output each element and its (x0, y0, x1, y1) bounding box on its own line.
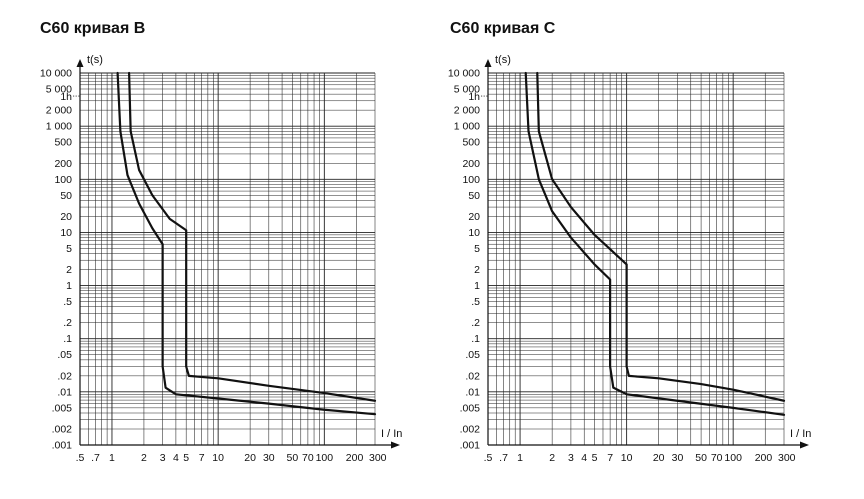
y-tick-label-b-200: 200 (54, 158, 72, 170)
y-tick-label-b-5: 5 (66, 243, 72, 255)
chart-title-c: C60 кривая C (450, 20, 556, 37)
y-tick-label-b-5000: 5 000 (46, 83, 72, 95)
y-tick-label-b-2: 2 (66, 264, 72, 276)
grid-b (79, 72, 376, 446)
y-tick-label-b-10000: 10 000 (40, 68, 72, 80)
y-axis-label-b: t(s) (87, 54, 103, 66)
curve-b-lower (116, 71, 377, 416)
y-tick-label-b-0_2: .2 (63, 317, 72, 329)
y-tick-label-b-0_05: .05 (57, 349, 72, 361)
x-axis-label-b: I / In (381, 428, 402, 440)
curve-b-upper (128, 71, 377, 402)
y-tick-label-b-0_02: .02 (57, 370, 72, 382)
y-tick-label-b-0_002: .002 (52, 424, 73, 436)
y-tick-label-b-0_001: .001 (52, 440, 73, 452)
x-tick-label-b-7: 7 (199, 452, 205, 464)
chart-title-b: C60 кривая B (40, 20, 146, 37)
x-tick-label-b-200: 200 (346, 452, 364, 464)
x-tick-label-b-0_5: .5 (76, 452, 85, 464)
y-tick-label-b-3600: 1h (60, 91, 72, 103)
y-tick-label-b-2000: 2 000 (46, 105, 72, 117)
x-axis-arrow-b (391, 441, 400, 449)
x-tick-label-b-70: 70 (302, 452, 314, 464)
x-tick-label-b-2: 2 (141, 452, 147, 464)
y-tick-label-b-1: 1 (66, 280, 72, 292)
y-tick-label-b-20: 20 (60, 211, 72, 223)
y-tick-label-b-10: 10 (60, 227, 72, 239)
y-tick-label-b-0_01: .01 (57, 386, 72, 398)
x-tick-label-b-4: 4 (173, 452, 179, 464)
y-tick-label-b-1000: 1 000 (46, 121, 72, 133)
y-tick-label-b-100: 100 (54, 174, 72, 186)
x-tick-label-b-10: 10 (212, 452, 224, 464)
y-tick-label-b-0_5: .5 (63, 296, 72, 308)
y-tick-label-b-500: 500 (54, 137, 72, 149)
x-tick-label-b-100: 100 (316, 452, 334, 464)
x-tick-label-b-5: 5 (183, 452, 189, 464)
y-tick-label-b-0_1: .1 (63, 333, 72, 345)
x-tick-label-b-3: 3 (160, 452, 166, 464)
x-tick-label-b-1: 1 (109, 452, 115, 464)
x-tick-label-b-50: 50 (287, 452, 299, 464)
y-axis-arrow-b (76, 59, 84, 67)
x-tick-label-b-300: 300 (369, 452, 387, 464)
x-tick-label-b-0_7: .7 (91, 452, 100, 464)
y-tick-label-b-50: 50 (60, 190, 72, 202)
y-tick-label-b-0_005: .005 (52, 402, 73, 414)
x-tick-label-b-30: 30 (263, 452, 275, 464)
x-tick-label-b-20: 20 (244, 452, 256, 464)
